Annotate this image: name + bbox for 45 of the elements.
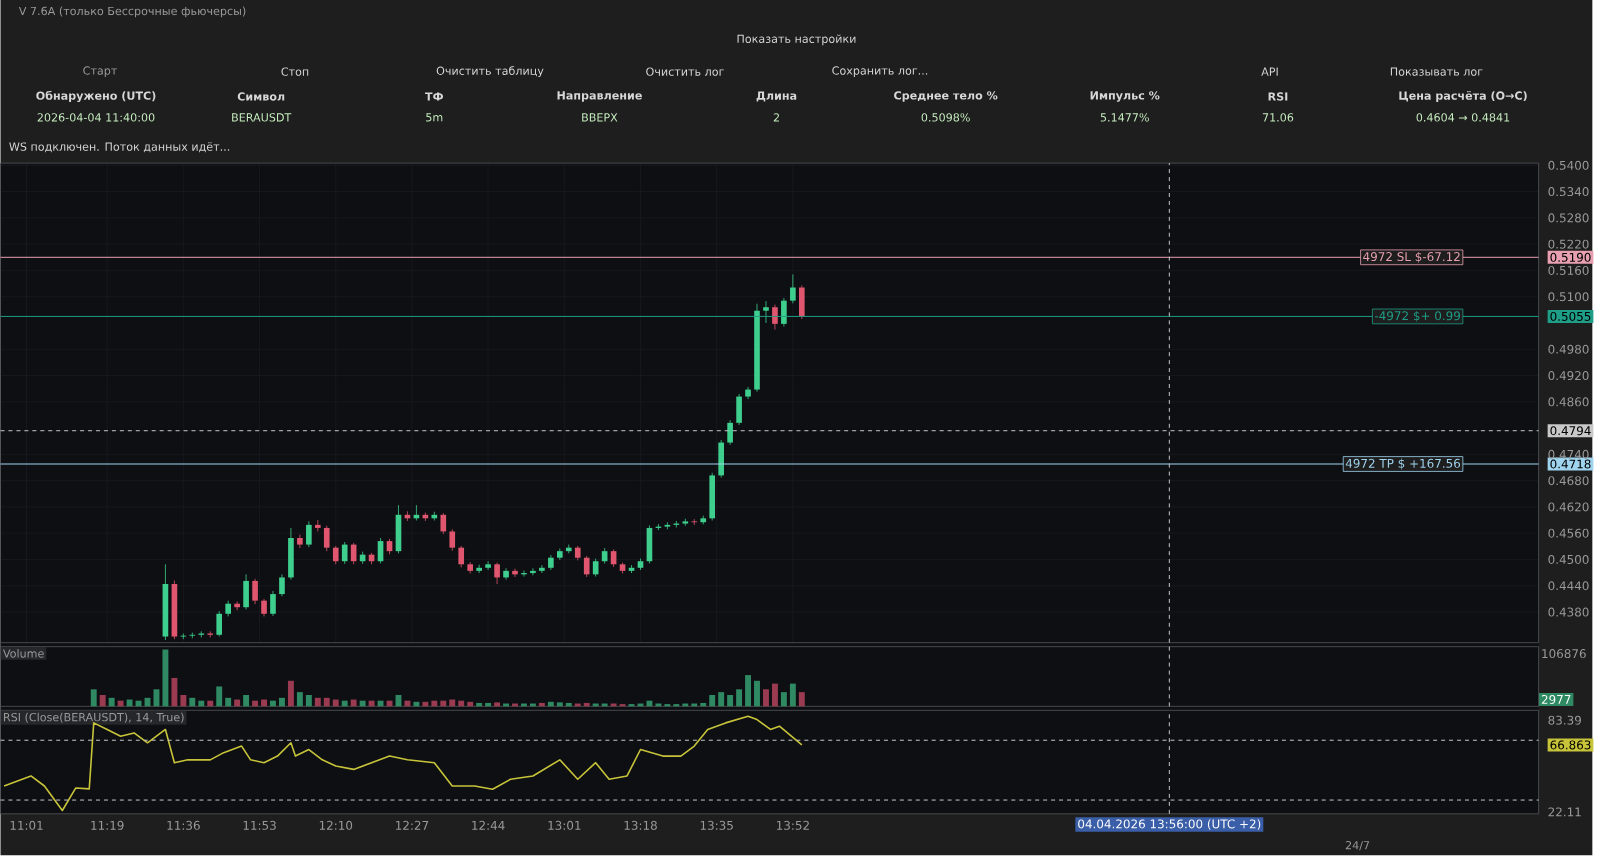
- bar: [771, 683, 778, 707]
- bar: [287, 680, 294, 707]
- candlestick: [279, 574, 285, 597]
- candlestick: [332, 545, 339, 565]
- candlestick: [323, 525, 330, 552]
- bar: [798, 692, 805, 707]
- candlestick: [763, 300, 769, 324]
- candlestick: [736, 393, 742, 426]
- bar: [162, 649, 169, 707]
- candlestick: [718, 439, 724, 479]
- line-series: [3, 715, 803, 812]
- candlestick: [458, 545, 465, 568]
- bar: [350, 699, 357, 707]
- candlestick: [727, 420, 733, 446]
- candlestick: [341, 541, 348, 565]
- candlestick: [494, 562, 500, 585]
- candlestick: [306, 521, 312, 548]
- candlestick: [243, 574, 249, 610]
- candlestick: [799, 285, 805, 320]
- bar: [243, 695, 250, 707]
- bar: [305, 695, 312, 707]
- bar: [90, 689, 97, 707]
- bar: [126, 699, 133, 707]
- candlestick: [288, 527, 294, 581]
- candlestick: [583, 555, 590, 578]
- candlestick: [790, 274, 796, 304]
- candlestick: [745, 386, 751, 400]
- candlestick: [449, 529, 456, 552]
- candlestick: [216, 610, 223, 638]
- bar: [189, 698, 196, 707]
- bar: [234, 699, 241, 707]
- candlestick: [440, 512, 447, 535]
- candlestick: [709, 472, 716, 522]
- bar: [99, 695, 106, 707]
- candlestick: [297, 534, 303, 549]
- candlestick: [252, 578, 258, 605]
- candlestick: [270, 590, 276, 617]
- bar: [332, 699, 339, 707]
- bar: [789, 683, 796, 707]
- bar: [216, 686, 223, 707]
- candlestick: [503, 568, 509, 581]
- candlestick: [772, 304, 778, 331]
- bar: [171, 678, 178, 707]
- bar: [108, 698, 115, 707]
- candlestick: [781, 297, 787, 328]
